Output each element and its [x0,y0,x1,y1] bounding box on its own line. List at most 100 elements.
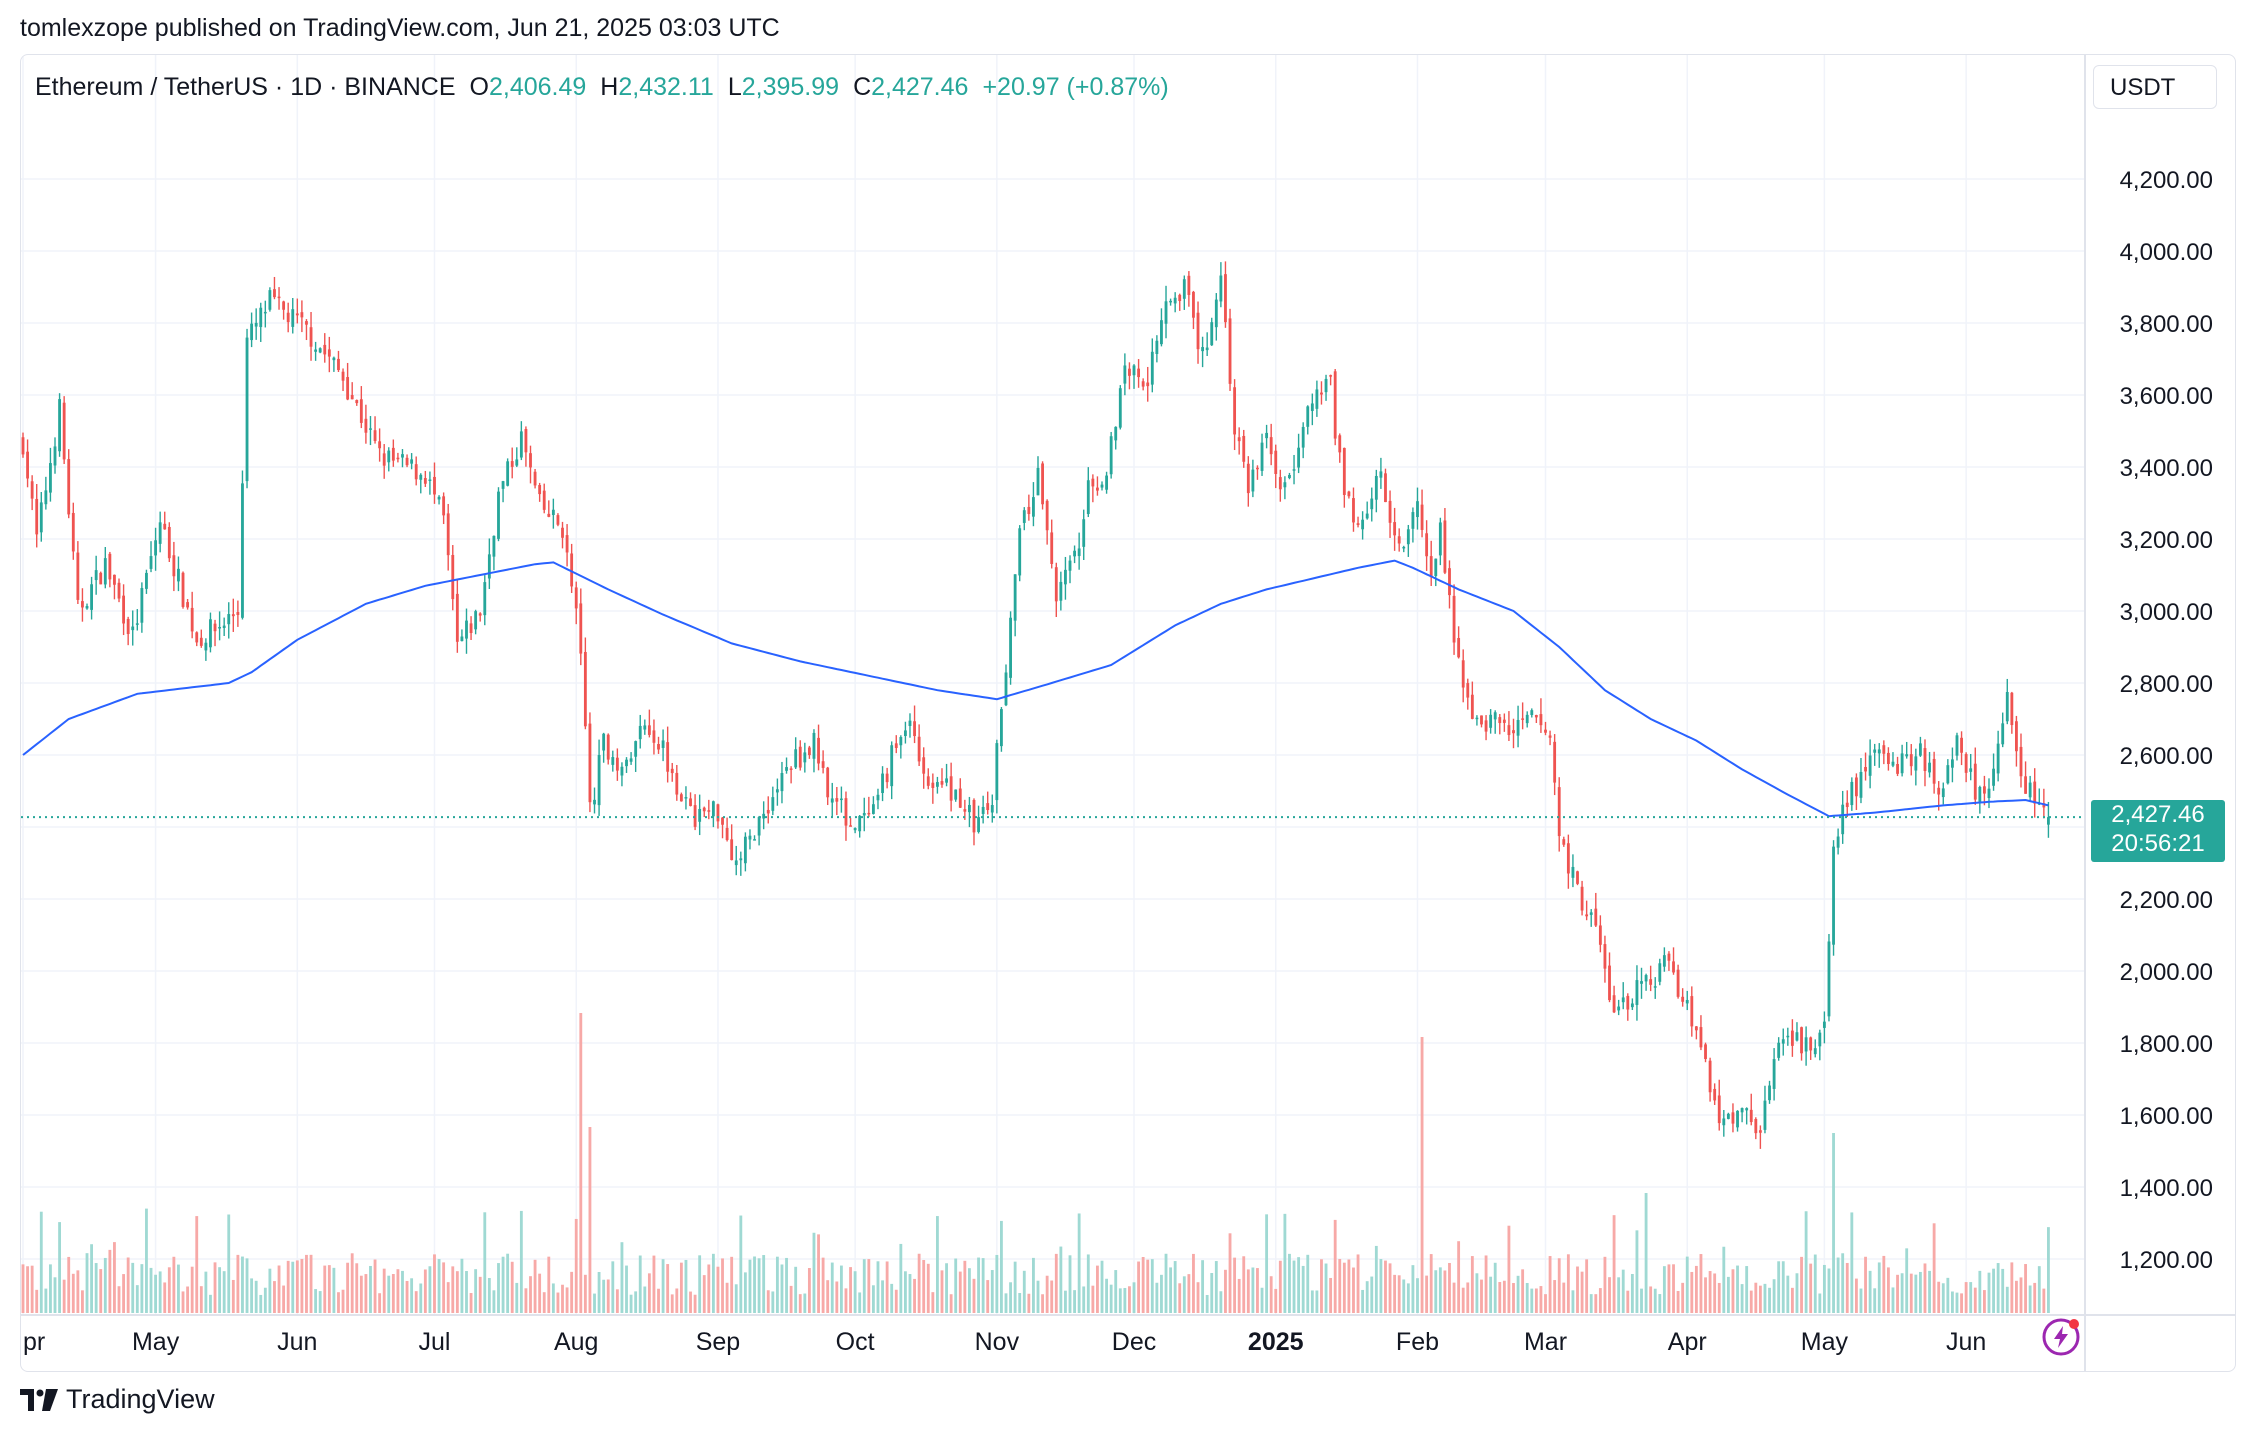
candle-body [1626,995,1630,1010]
volume-bar [1054,1253,1058,1313]
candle-body [1708,1060,1712,1093]
volume-bar [1224,1269,1227,1313]
volume-bar [1854,1278,1858,1313]
candle-body [556,515,560,525]
y-tick-label: 3,200.00 [2120,527,2213,554]
candle-body [1928,762,1931,773]
volume-bar [135,1285,139,1313]
volume-bar [469,1293,473,1313]
candle-body [1836,836,1840,848]
volume-bar [899,1243,903,1313]
volume-bar [780,1264,784,1313]
candle-body [1086,480,1090,515]
candle-body [931,782,935,788]
volume-bar [1983,1290,1986,1313]
volume-bar [346,1262,350,1313]
candle-body [785,767,788,771]
candle-body [1393,522,1397,536]
x-tick-label: Feb [1396,1328,1439,1356]
x-tick-label: Nov [975,1328,1020,1356]
candle-body [2024,776,2027,794]
lightning-bolt-icon[interactable] [2041,1317,2081,1357]
volume-bar [1402,1279,1406,1313]
volume-bar [551,1283,555,1313]
volume-bar [1160,1274,1163,1313]
symbol-label[interactable]: Ethereum / TetherUS · 1D · BINANCE [35,73,456,101]
candle-body [1690,996,1694,1027]
volume-bar [593,1293,596,1313]
volume-bar [1745,1266,1749,1313]
price-chart[interactable]: 1,200.00 1,400.00 1,600.00 1,800.00 2,000.00… [21,55,2235,1371]
volume-bar [140,1264,144,1313]
y-tick-label: 3,600.00 [2120,383,2213,410]
volume-bar [1192,1253,1195,1313]
candle-body [359,399,363,423]
volume-bar [1004,1293,1008,1313]
volume-bar [698,1255,702,1313]
candle-body [1123,365,1127,384]
volume-bar [369,1265,372,1313]
candle-body [611,757,615,765]
volume-bar [1182,1276,1186,1313]
volume-bar [378,1293,382,1313]
candle-body [1617,1006,1621,1011]
volume-bar [789,1285,793,1313]
x-tick-label: pr [23,1328,45,1356]
candle-body [1022,510,1026,523]
volume-bar [1978,1270,1982,1313]
volume-bar [1690,1271,1694,1313]
candle-body [1800,1027,1803,1054]
volume-bar [1292,1260,1296,1313]
candle-body [1182,279,1186,299]
volume-bar [1288,1253,1291,1313]
candle-body [451,554,455,600]
candle-body [1763,1100,1767,1130]
candle-body [1914,756,1918,771]
volume-bar [1123,1287,1127,1313]
volume-bar [766,1290,770,1313]
volume-bar [1832,1133,1835,1313]
candle-body [103,558,107,585]
candle-body [899,737,903,746]
volume-bar [990,1270,994,1313]
candle-body [1905,754,1909,757]
candle-body [1064,569,1067,585]
candle-body [1114,426,1118,441]
candle-body [757,817,761,836]
candle-body [890,745,894,787]
x-tick-label: Jun [277,1328,317,1356]
candle-body [286,312,290,323]
moving-average-line [22,559,2049,818]
volume-bar [1914,1274,1918,1313]
candle-body [803,752,807,763]
candle-body [1699,1027,1703,1048]
x-tick-label: Mar [1524,1328,1567,1356]
volume-bar [254,1280,258,1313]
candle-body [135,623,139,625]
volume-bar [1068,1255,1072,1313]
volume-bar [1164,1253,1168,1313]
candle-body [1649,979,1653,985]
candle-body [245,337,249,482]
price-unit-selector[interactable]: USDT [2093,65,2217,109]
candle-body [620,766,624,776]
volume-bar [359,1275,363,1313]
volume-bar [1246,1269,1250,1313]
volume-bar [903,1271,907,1313]
candle-body [167,526,171,559]
candle-body [90,584,93,610]
chart-pane[interactable]: 1,200.00 1,400.00 1,600.00 1,800.00 2,000.00… [20,54,2236,1372]
candle-body [497,491,500,539]
volume-bar [1754,1282,1758,1313]
volume-bar [295,1260,299,1313]
volume-bar [1493,1262,1497,1313]
brand-footer[interactable]: TradingView [20,1384,215,1415]
candle-body [1598,925,1602,945]
candle-body [71,512,75,552]
candle-body [423,478,427,484]
candle-body [1576,871,1579,884]
volume-bar [1877,1262,1881,1313]
candle-body [1041,463,1044,505]
volume-bar [1708,1271,1712,1313]
volume-bar [1713,1273,1717,1313]
